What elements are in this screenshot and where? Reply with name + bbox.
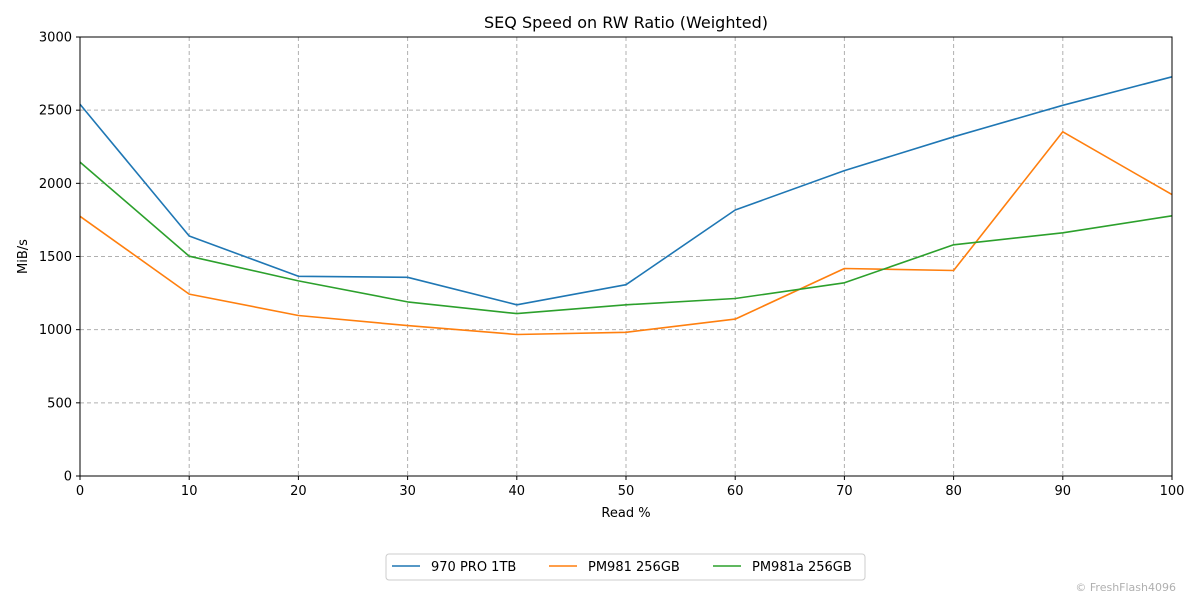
x-tick-label: 20 [290, 484, 307, 499]
x-axis-ticks: 0 10 20 30 40 50 60 70 80 90 100 [76, 476, 1185, 499]
watermark: © FreshFlash4096 [1075, 581, 1176, 594]
x-tick-label: 100 [1160, 484, 1185, 499]
series-line-3 [79, 161, 1173, 315]
legend-box [385, 553, 866, 581]
chart-title: SEQ Speed on RW Ratio (Weighted) [484, 13, 768, 32]
y-tick-label: 2000 [39, 177, 72, 192]
legend-label: PM981 256GB [588, 560, 680, 575]
y-tick-label: 1500 [39, 250, 72, 265]
y-tick-label: 1000 [39, 323, 72, 338]
y-tick-label: 500 [47, 396, 72, 411]
x-tick-label: 10 [181, 484, 198, 499]
legend: 970 PRO 1TB PM981 256GB PM981a 256GB [385, 553, 866, 581]
series-line-2 [79, 131, 1173, 336]
y-tick-label: 3000 [39, 31, 72, 46]
x-tick-label: 70 [836, 484, 853, 499]
x-tick-label: 80 [945, 484, 962, 499]
y-axis-title: MiB/s [16, 239, 31, 274]
x-tick-label: 30 [399, 484, 416, 499]
series-lines [79, 76, 1173, 336]
y-tick-label: 0 [64, 470, 72, 485]
series-line-1 [79, 76, 1173, 306]
legend-label: 970 PRO 1TB [431, 560, 516, 575]
legend-label: PM981a 256GB [752, 560, 852, 575]
x-tick-label: 90 [1055, 484, 1072, 499]
x-axis-title: Read % [601, 506, 650, 521]
x-tick-label: 50 [618, 484, 635, 499]
y-tick-label: 2500 [39, 104, 72, 119]
x-tick-label: 40 [509, 484, 526, 499]
x-tick-label: 0 [76, 484, 84, 499]
x-tick-label: 60 [727, 484, 744, 499]
y-axis-ticks: 0 500 1000 1500 2000 2500 3000 [39, 31, 80, 485]
grid [80, 37, 1172, 476]
